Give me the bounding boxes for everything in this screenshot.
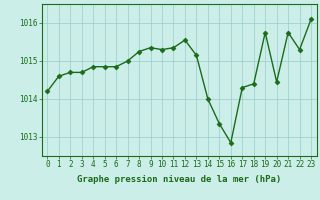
X-axis label: Graphe pression niveau de la mer (hPa): Graphe pression niveau de la mer (hPa) (77, 175, 281, 184)
